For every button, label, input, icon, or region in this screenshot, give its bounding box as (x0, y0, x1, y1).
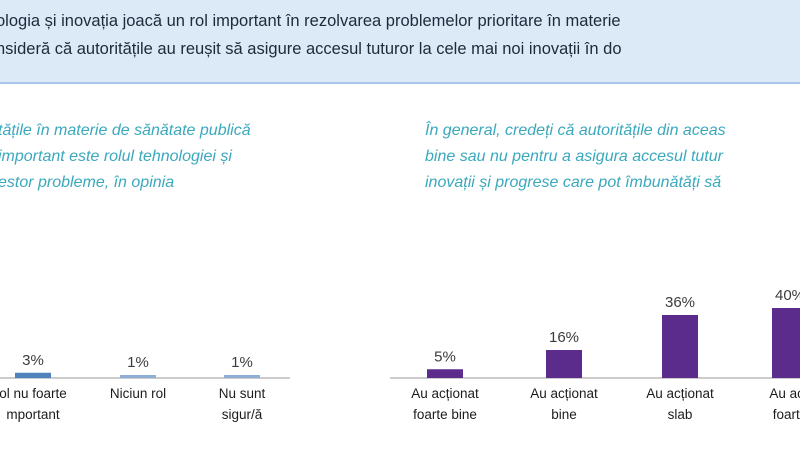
value-label-3: 36% (665, 294, 695, 311)
importance-bar-chart: 3% ol nu foarte mportant 1% Niciun rol 1% Nu s… (0, 0, 390, 450)
value-label-2: 1% (127, 354, 149, 371)
category-label-4-line-2: foarte (773, 407, 800, 422)
bar-2 (546, 350, 582, 378)
bar-3 (662, 315, 698, 378)
value-label-2: 16% (549, 329, 579, 346)
right-question: În general, credeți că autoritățile din … (425, 118, 800, 196)
right-question-line-2: bine sau nu pentru a asigura accesul tut… (425, 148, 723, 165)
category-label-3-line-2: slab (668, 407, 693, 422)
category-label-2-line-2: bine (551, 407, 577, 422)
category-label-2-line-1: Niciun rol (110, 386, 166, 401)
authorities-chart-svg: 5% Au acționat foarte bine 16% Au acționat bi… (390, 287, 800, 422)
banner-line-2: nsideră că autoritățile au reușit să asi… (0, 40, 622, 58)
category-label-1-line-1: ol nu foarte (0, 386, 67, 401)
left-question-line-2: important este rolul tehnologiei și (0, 148, 232, 165)
bar-1 (15, 372, 51, 378)
left-question: tățile în materie de sănătate publică im… (0, 118, 338, 196)
category-label-4-line-1: Au acți (769, 386, 800, 401)
left-question-line-3: estor probleme, în opinia (0, 174, 175, 191)
bar-2 (120, 375, 156, 378)
value-label-3: 1% (231, 354, 253, 371)
category-label-1-line-2: foarte bine (413, 407, 477, 422)
authorities-bar-chart: 5% Au acționat foarte bine 16% Au acționat bi… (390, 0, 800, 450)
right-question-line-3: inovații și progrese care pot îmbunătăți… (425, 174, 722, 191)
value-label-1: 3% (22, 352, 44, 369)
value-label-4: 40% (775, 287, 800, 304)
category-label-3-line-2: sigur/ă (222, 407, 263, 422)
bar-3 (224, 375, 260, 378)
importance-chart-svg: 3% ol nu foarte mportant 1% Niciun rol 1% Nu s… (0, 352, 290, 422)
category-label-1-line-1: Au acționat (411, 386, 479, 401)
category-label-1-line-2: mportant (6, 407, 60, 422)
left-question-line-1: tățile în materie de sănătate publică (0, 122, 251, 139)
bar-4 (772, 308, 800, 378)
right-question-line-1: În general, credeți că autoritățile din … (425, 122, 726, 139)
value-label-1: 5% (434, 348, 456, 365)
category-label-3-line-1: Au acționat (646, 386, 714, 401)
category-label-3-line-1: Nu sunt (219, 386, 266, 401)
banner-line-1: ologia și inovația joacă un rol importan… (0, 12, 621, 30)
title-banner: ologia și inovația joacă un rol importan… (0, 0, 800, 84)
bar-1 (427, 369, 463, 378)
category-label-2-line-1: Au acționat (530, 386, 598, 401)
